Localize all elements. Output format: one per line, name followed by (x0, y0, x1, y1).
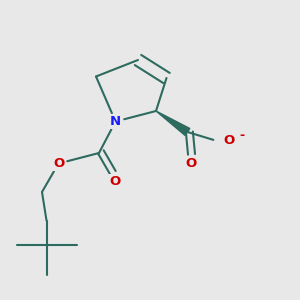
Text: N: N (110, 115, 121, 128)
Text: O: O (185, 157, 196, 170)
Text: O: O (224, 134, 235, 148)
Polygon shape (156, 111, 190, 136)
Text: -: - (239, 128, 244, 142)
Text: O: O (53, 157, 64, 170)
Text: O: O (110, 175, 121, 188)
